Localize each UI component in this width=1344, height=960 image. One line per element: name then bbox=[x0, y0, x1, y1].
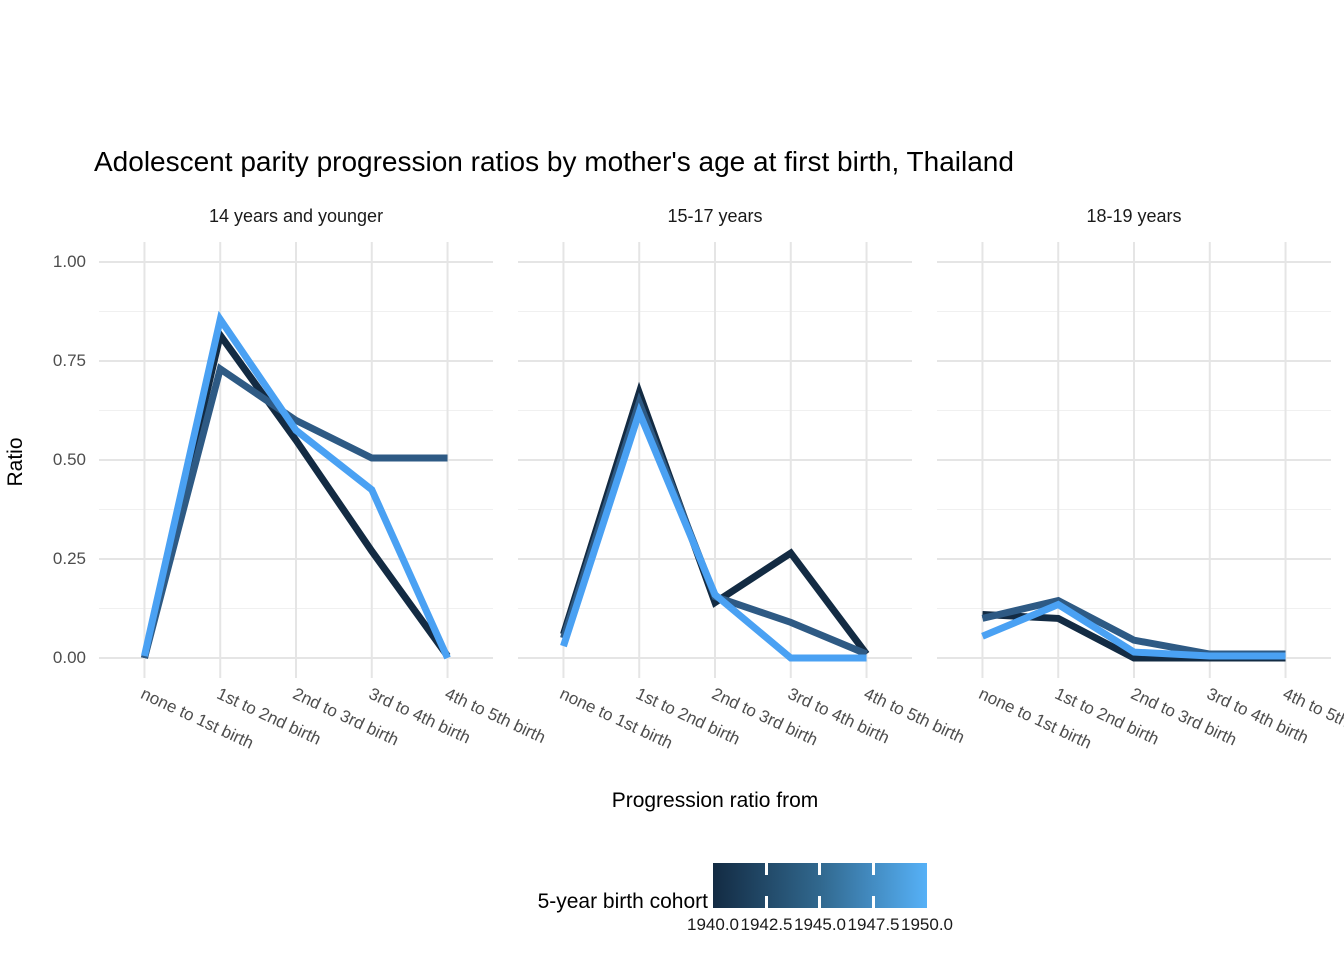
y-tick-label: 0.75 bbox=[52, 351, 86, 370]
colorbar-tick bbox=[818, 896, 821, 908]
facet-panel-18-19 bbox=[937, 242, 1331, 678]
facet-panel-15-17 bbox=[518, 242, 912, 678]
colorbar-tick bbox=[765, 896, 768, 908]
legend-colorbar bbox=[713, 863, 927, 908]
y-tick-label: 0.50 bbox=[52, 450, 86, 469]
legend-title: 5-year birth cohort bbox=[537, 890, 708, 913]
legend-tick-label: 1942.5 bbox=[740, 915, 793, 934]
legend-tick-label: 1947.5 bbox=[847, 915, 900, 934]
x-axis-title: Progression ratio from bbox=[611, 789, 819, 812]
facet-strip-1: 14 years and younger bbox=[208, 206, 384, 226]
y-tick-label: 1.00 bbox=[52, 252, 86, 271]
y-tick-label: 0.00 bbox=[52, 648, 86, 667]
cohort-line-1945 bbox=[141, 363, 448, 659]
facet-strip-3: 18-19 years bbox=[1086, 206, 1182, 226]
colorbar-tick bbox=[818, 863, 821, 875]
cohort-line-1950 bbox=[141, 310, 451, 660]
legend-tick-label: 1940.0 bbox=[687, 915, 739, 934]
facet-strip-2: 15-17 years bbox=[667, 206, 763, 226]
cohort-line-1950 bbox=[981, 600, 1286, 660]
cohort-line-1950 bbox=[560, 402, 867, 662]
colorbar-tick bbox=[765, 863, 768, 875]
facet-panel-14-and-younger bbox=[99, 242, 493, 678]
colorbar-tick bbox=[872, 896, 875, 908]
legend-tick-label: 1950.0 bbox=[901, 915, 953, 934]
legend-tick-label: 1945.0 bbox=[794, 915, 846, 934]
colorbar-tick bbox=[872, 863, 875, 875]
y-tick-label: 0.25 bbox=[52, 549, 86, 568]
chart-title: Adolescent parity progression ratios by … bbox=[94, 146, 1014, 177]
